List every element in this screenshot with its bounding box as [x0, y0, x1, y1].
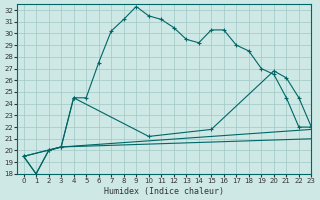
X-axis label: Humidex (Indice chaleur): Humidex (Indice chaleur) [104, 187, 224, 196]
